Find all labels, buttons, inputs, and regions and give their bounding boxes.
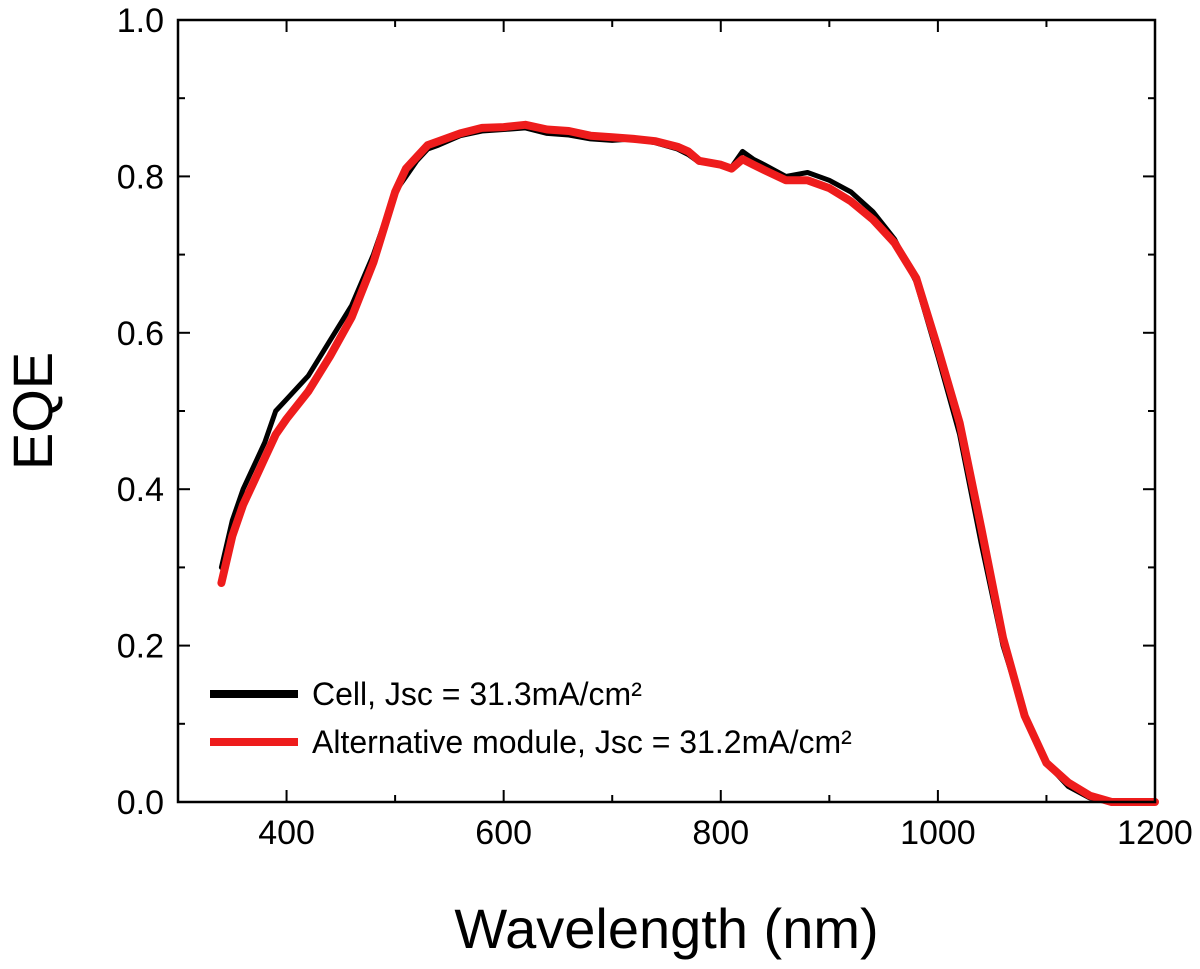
series-line-1 bbox=[217, 120, 1159, 806]
y-tick-label-3: 0.6 bbox=[117, 315, 164, 353]
legend: Cell, Jsc = 31.3mA/cm² Alternative modul… bbox=[210, 676, 852, 760]
y-tick-label-1: 0.2 bbox=[117, 628, 164, 666]
x-tick-label-1000: 1000 bbox=[900, 814, 976, 852]
y-tick-label-4: 0.8 bbox=[117, 158, 164, 196]
y-tick-label-0: 0.0 bbox=[117, 784, 164, 822]
y-tick-label-5: 1.0 bbox=[117, 2, 164, 40]
x-tick-label-400: 400 bbox=[258, 814, 315, 852]
x-axis-title: Wavelength (nm) bbox=[454, 897, 878, 960]
legend-label-cell: Cell, Jsc = 31.3mA/cm² bbox=[312, 676, 642, 712]
ticks-layer: 400 600 800 1000 1200 0.0 0.2 0.4 0.6 0.8 1.0 bbox=[117, 2, 1193, 852]
y-axis-title: EQE bbox=[1, 352, 64, 470]
legend-label-alternative-module: Alternative module, Jsc = 31.2mA/cm² bbox=[312, 724, 852, 760]
x-tick-label-600: 600 bbox=[475, 814, 532, 852]
x-tick-label-1200: 1200 bbox=[1117, 814, 1193, 852]
y-tick-label-2: 0.4 bbox=[117, 471, 164, 509]
series-layer bbox=[217, 120, 1159, 806]
x-tick-label-800: 800 bbox=[692, 814, 749, 852]
